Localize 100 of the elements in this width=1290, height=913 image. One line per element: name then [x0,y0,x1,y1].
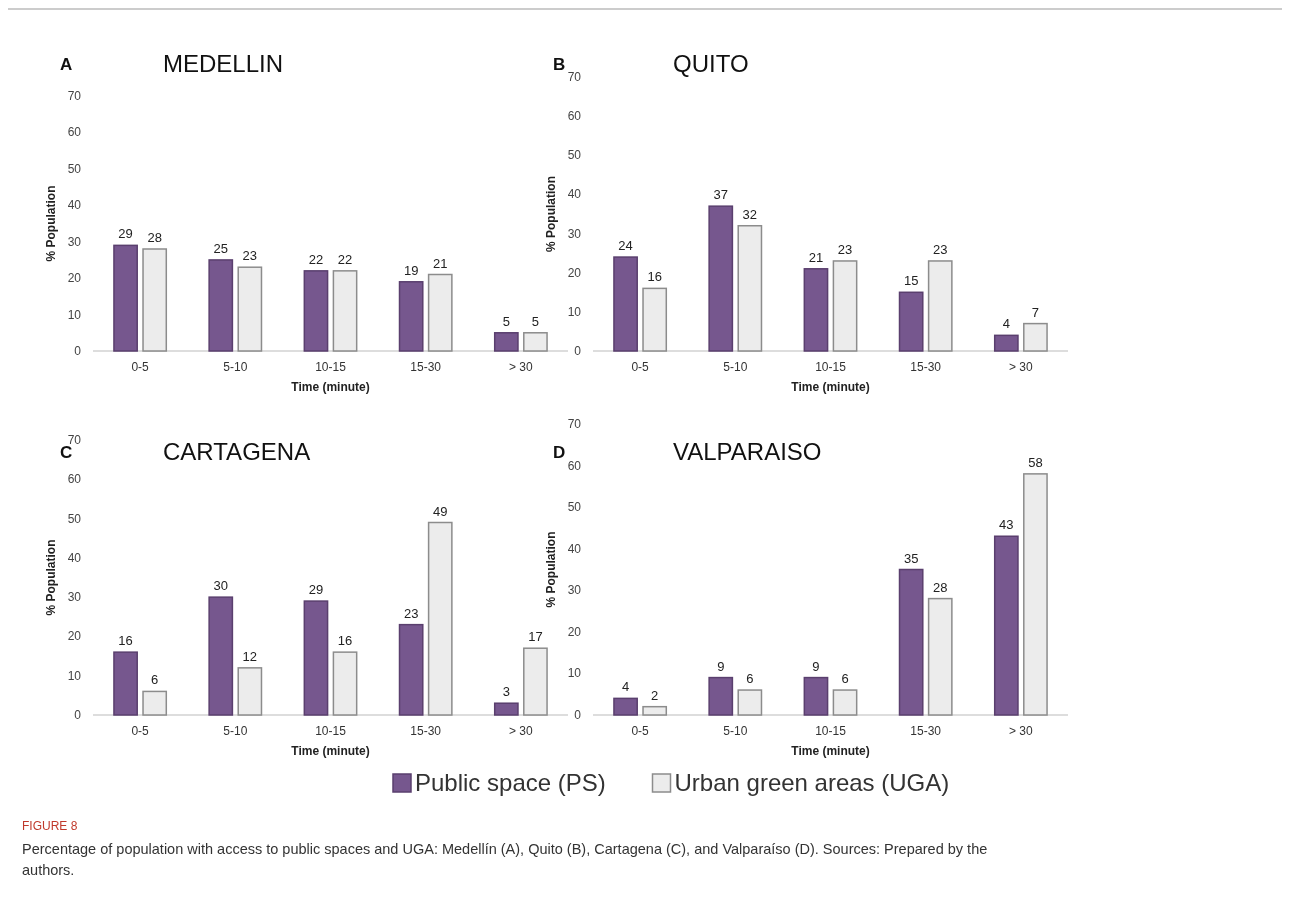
bar [303,270,329,352]
data-label: 58 [1028,454,1043,470]
bar [493,702,519,716]
y-tick-label: 20 [67,629,82,644]
x-tick-label: > 30 [1009,360,1034,374]
data-label: 6 [151,672,159,688]
data-label: 37 [713,187,728,203]
data-label: 28 [147,230,162,245]
bar [142,690,168,716]
y-tick-label: 10 [67,668,82,683]
y-tick-label: 10 [567,304,582,319]
x-tick-label: 10-15 [315,724,347,738]
bar [737,224,763,352]
y-tick-label: 70 [67,89,82,103]
data-label: 7 [1031,304,1040,320]
bar [427,273,453,352]
caption: FIGURE 8 [22,819,78,833]
data-label: 3 [502,684,510,700]
y-axis-title: % Population [544,531,558,608]
bar [993,334,1019,352]
y-tick-label: 60 [67,472,82,487]
bar [398,623,424,716]
bar [1023,473,1048,716]
x-tick-label: 5-10 [723,360,748,374]
bar [208,596,234,716]
data-label: 23 [837,241,853,257]
data-label: 29 [118,226,133,242]
data-label: 32 [742,206,758,222]
text: Percentage of population with access to public spaces and UGA: Medellín (A), Quito (B), Cartagena (C), and Valparaíso (D). Sources: Prepared by the authors. [22,841,988,878]
data-label: 22 [337,251,353,267]
x-axis-title: Time (minute) [291,744,370,758]
data-label: 24 [618,238,633,254]
y-axis-title: % Population [544,176,558,252]
y-tick-label: 50 [567,500,582,515]
x-tick-label: 0-5 [631,724,650,738]
bar [613,697,638,716]
x-tick-label: 0-5 [631,360,650,374]
x-tick-label: 15-30 [410,724,442,738]
bar [927,597,953,716]
x-tick-label: 5-10 [223,724,248,738]
bar [832,260,858,352]
y-tick-label: 20 [67,271,82,286]
y-tick-label: 20 [567,265,582,280]
data-label: 16 [337,633,353,649]
chart-title: QUITO [673,50,749,77]
x-tick-label: > 30 [509,360,534,374]
data-label: 22 [308,251,324,267]
data-label: 12 [242,648,258,664]
bar [523,332,548,352]
x-tick-label: 10-15 [815,724,847,738]
y-tick-label: 30 [67,234,82,249]
x-tick-label: 5-10 [223,360,248,374]
y-tick-label: 40 [67,198,82,213]
bar [803,268,829,352]
bar [523,647,548,716]
data-label: 28 [933,579,948,595]
y-tick-label: 70 [567,417,582,431]
chart-title: CARTAGENA [163,438,311,465]
y-tick-label: 10 [67,307,82,322]
data-label: 30 [213,578,228,594]
x-axis-title: Time (minute) [791,744,870,758]
y-tick-label: 0 [574,708,582,722]
y-tick-label: 60 [567,109,582,124]
bar [927,260,953,352]
bar [1023,322,1048,352]
data-label: 19 [403,262,419,278]
data-label: 4 [621,679,630,695]
y-tick-label: 0 [74,344,82,358]
x-tick-label: 10-15 [815,360,847,374]
data-label: 17 [528,629,543,645]
y-tick-label: 40 [567,187,582,202]
y-tick-label: 40 [567,541,582,556]
bar [237,266,263,352]
x-tick-label: 0-5 [131,360,150,374]
bar [398,281,424,352]
y-tick-label: 0 [574,344,582,358]
bar [993,535,1019,716]
data-label: 6 [746,671,754,687]
y-axis-title: % Population [44,185,58,262]
bar [708,676,734,716]
bar [898,291,924,352]
y-tick-label: 50 [567,148,582,163]
data-label: 9 [717,658,725,674]
x-tick-label: 15-30 [410,360,442,374]
bar [832,689,858,716]
y-tick-label: 70 [567,70,582,84]
x-tick-label: 15-30 [910,724,942,738]
bar [237,667,263,716]
data-label: 43 [999,517,1014,533]
bar [113,651,138,716]
bar [898,568,924,716]
y-tick-label: 0 [74,708,82,722]
legend-label: Public space (PS) [415,769,606,796]
bar [642,287,668,352]
y-tick-label: 40 [67,550,82,565]
y-axis-title: % Population [44,539,58,616]
text: B [553,55,566,74]
annotation: D [553,443,566,462]
data-label: 49 [433,503,448,519]
data-label: 2 [651,687,659,703]
